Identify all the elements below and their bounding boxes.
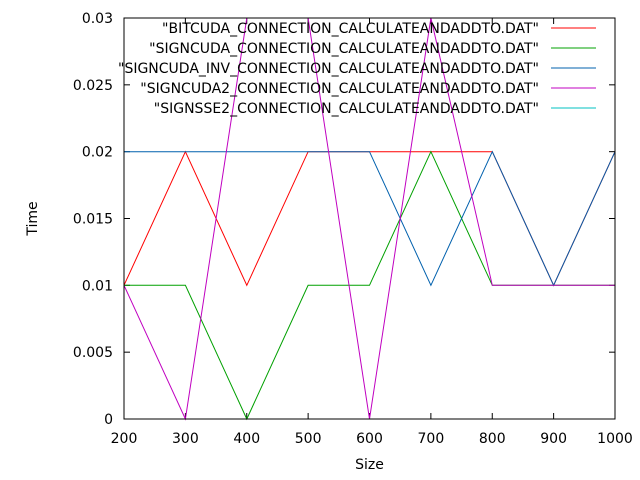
series-line-3 xyxy=(123,17,615,421)
y-tick-label: 0.03 xyxy=(82,11,113,27)
legend: "BITCUDA_CONNECTION_CALCULATEANDADDTO.DA… xyxy=(118,21,596,117)
x-tick-label: 800 xyxy=(479,431,506,447)
ticks-layer: 200 300 400 500 600 700 800 900 1000 0 0.005 0.01 0.… xyxy=(73,11,633,447)
series-line-0 xyxy=(123,150,616,287)
x-tick-label: 500 xyxy=(295,431,322,447)
series-line-2 xyxy=(124,150,616,287)
legend-label: "SIGNCUDA_INV_CONNECTION_CALCULATEANDADD… xyxy=(118,61,539,77)
x-tick-label: 1000 xyxy=(597,431,633,447)
x-tick-label: 700 xyxy=(418,431,445,447)
x-axis-title: Size xyxy=(355,457,384,473)
x-tick-label: 600 xyxy=(356,431,383,447)
x-tick-label: 900 xyxy=(540,431,567,447)
y-tick-label: 0.025 xyxy=(73,78,113,94)
plot-frame xyxy=(123,17,616,420)
y-tick-label: 0.01 xyxy=(82,278,113,294)
legend-label: "SIGNCUDA2_CONNECTION_CALCULATEANDADDTO.… xyxy=(140,81,539,97)
y-tick-label: 0.005 xyxy=(73,345,113,361)
legend-label: "SIGNCUDA_CONNECTION_CALCULATEANDADDTO.D… xyxy=(149,41,539,57)
y-axis-title: Time xyxy=(25,201,41,236)
legend-label: "SIGNSSE2_CONNECTION_CALCULATEANDADDTO.D… xyxy=(154,101,539,117)
x-tick-label: 200 xyxy=(111,431,138,447)
x-tick-label: 300 xyxy=(172,431,199,447)
y-tick-label: 0.015 xyxy=(73,212,113,228)
x-tick-label: 400 xyxy=(233,431,260,447)
y-tick-label: 0 xyxy=(104,412,113,428)
legend-label: "BITCUDA_CONNECTION_CALCULATEANDADDTO.DA… xyxy=(162,21,539,37)
y-tick-label: 0.02 xyxy=(82,145,113,161)
series-layer xyxy=(123,17,616,421)
